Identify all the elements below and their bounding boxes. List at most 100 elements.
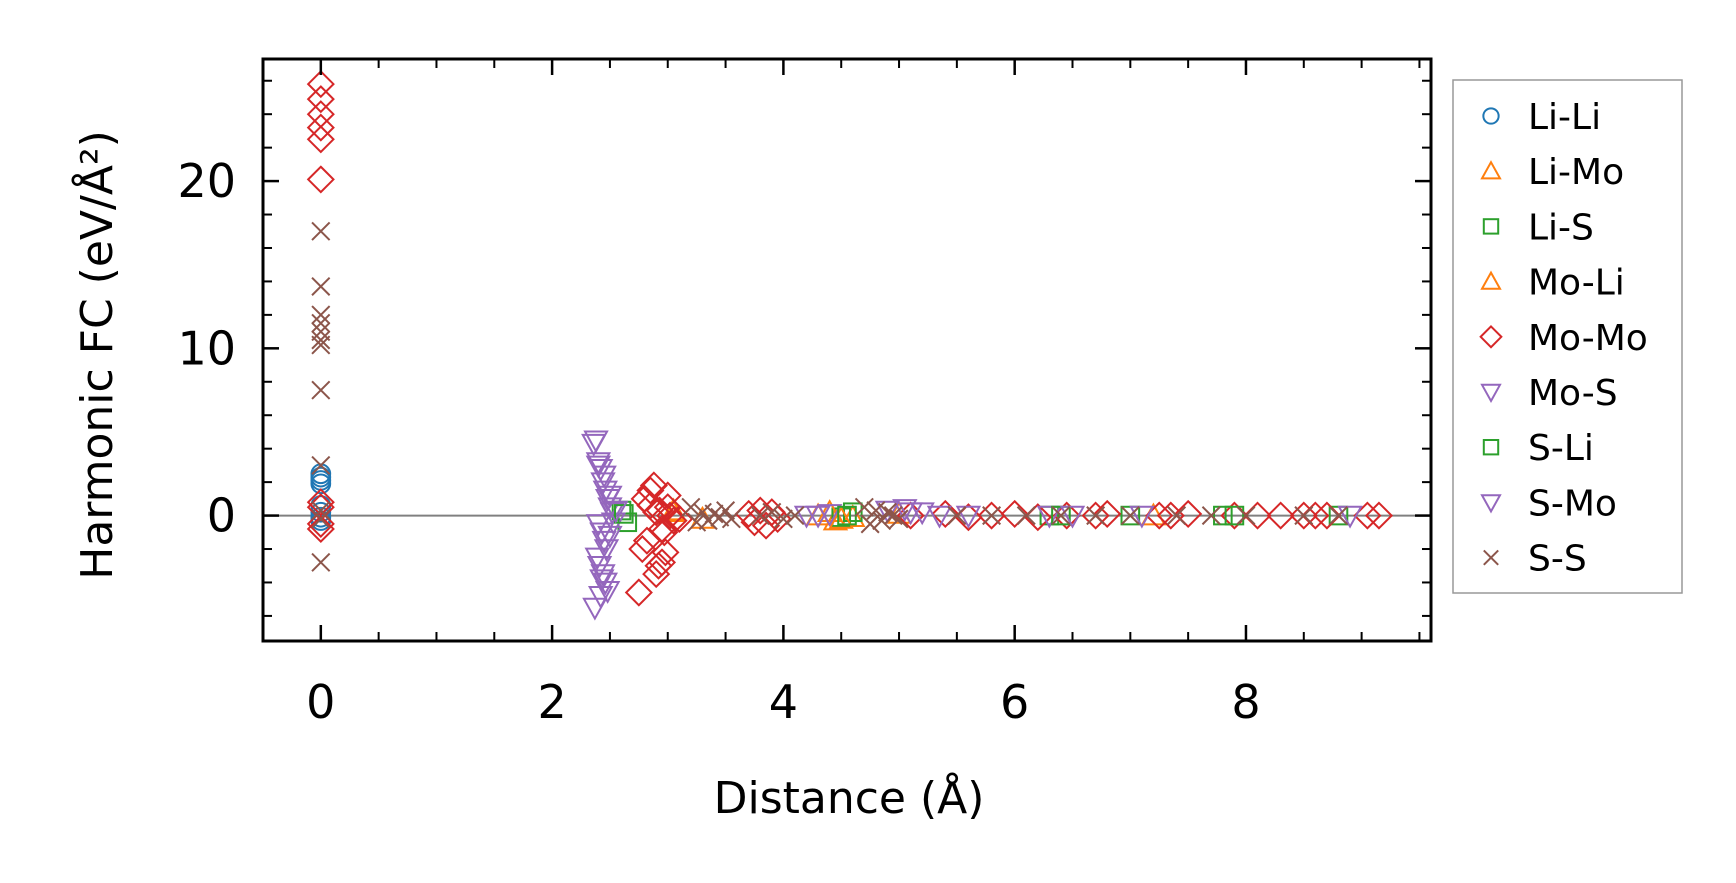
data-point <box>642 560 671 589</box>
legend-marker <box>1482 439 1500 456</box>
data-point <box>1201 506 1221 526</box>
plot-area: 0 2 4 6 8 0 10 20 <box>177 57 1433 729</box>
x-tick-label: 8 <box>1231 675 1260 729</box>
x-tick-label: 6 <box>1000 675 1029 729</box>
data-point <box>1086 506 1106 526</box>
legend-label: Li-S <box>1528 207 1594 248</box>
data-point <box>311 313 331 333</box>
legend-marker <box>1482 107 1500 125</box>
legend-marker <box>1480 494 1502 514</box>
data-point <box>645 496 674 525</box>
data-point <box>603 500 629 524</box>
series-mo-mo <box>306 70 1394 607</box>
plot-frame <box>261 57 1433 643</box>
data-point <box>584 547 610 571</box>
legend-marker <box>1482 218 1500 235</box>
data-point <box>883 506 903 526</box>
data-point <box>947 506 967 526</box>
legend-label: S-S <box>1528 539 1587 580</box>
legend-entry: S-S <box>1483 539 1587 580</box>
data-point <box>872 511 892 531</box>
data-point <box>581 433 607 457</box>
data-point <box>734 499 763 528</box>
data-point <box>624 578 653 607</box>
legend-entry: Mo-Mo <box>1479 318 1648 359</box>
data-point <box>854 497 874 517</box>
data-point <box>311 509 331 529</box>
data-point <box>306 85 335 114</box>
data-point <box>877 502 897 522</box>
data-point <box>1120 506 1140 526</box>
data-point <box>628 534 657 564</box>
data-point <box>306 125 335 154</box>
data-point <box>585 452 612 476</box>
data-point <box>1059 505 1086 529</box>
data-point <box>931 499 960 528</box>
data-point <box>306 165 335 194</box>
data-point <box>926 505 953 529</box>
data-point <box>592 572 619 596</box>
series-s-mo <box>581 433 1086 604</box>
data-point <box>591 530 617 554</box>
axis-labels: Distance (Å) Harmonic FC (eV/Å²) <box>70 130 984 824</box>
legend-entry: S-Li <box>1482 428 1594 469</box>
legend-label: Mo-Mo <box>1528 318 1648 359</box>
data-point <box>636 491 665 520</box>
data-point <box>306 488 335 517</box>
data-point <box>1289 501 1318 530</box>
series-s-s <box>311 221 1348 572</box>
data-point <box>1036 505 1063 529</box>
data-point <box>1016 506 1036 526</box>
data-point <box>866 501 886 521</box>
data-point <box>582 597 608 621</box>
data-point <box>306 70 335 99</box>
data-point <box>687 512 707 532</box>
data-point <box>704 504 724 524</box>
data-point <box>1224 505 1245 526</box>
legend-label: Li-Li <box>1528 97 1601 138</box>
data-point <box>860 514 880 534</box>
data-point <box>762 502 782 522</box>
legend-label: Li-Mo <box>1528 152 1624 193</box>
data-point <box>586 555 613 579</box>
data-point <box>773 509 793 529</box>
data-point <box>1337 505 1363 529</box>
data-point <box>310 501 332 523</box>
legend-label: Mo-Li <box>1528 263 1625 304</box>
y-tick-label: 0 <box>207 489 236 543</box>
legend-marker <box>1480 383 1502 404</box>
legend-marker <box>1479 325 1503 349</box>
data-point <box>585 514 612 537</box>
data-point <box>590 564 616 588</box>
data-point <box>1364 501 1394 530</box>
data-point <box>681 497 701 517</box>
x-tick-label: 0 <box>306 675 335 729</box>
data-point <box>889 509 909 529</box>
data-point <box>1081 501 1110 530</box>
data-point <box>311 552 331 572</box>
data-point <box>311 276 331 296</box>
x-tick-label: 4 <box>769 675 798 729</box>
legend-entry: Mo-S <box>1480 373 1618 414</box>
data-point <box>1093 499 1122 528</box>
x-axis-label: Distance (Å) <box>714 771 985 824</box>
legend: Li-Li Li-Mo Li-S Mo-Li Mo-Mo Mo-S S-Li S-Mo S-S <box>1452 79 1683 594</box>
data-point <box>656 501 685 530</box>
legend-label: S-Mo <box>1528 483 1617 524</box>
y-axis-label: Harmonic FC (eV/Å²) <box>70 130 123 580</box>
data-point <box>716 501 736 521</box>
y-tick-label: 20 <box>177 154 236 208</box>
data-point <box>1328 506 1348 526</box>
data-point <box>311 330 331 350</box>
data-point <box>589 569 615 593</box>
data-point <box>896 501 925 530</box>
legend-entry: Li-S <box>1482 207 1594 248</box>
data-point <box>982 506 1002 526</box>
data-point <box>746 496 775 525</box>
x-tick-label: 2 <box>537 675 566 729</box>
data-point <box>1174 499 1203 528</box>
data-point <box>311 455 331 475</box>
data-point <box>597 485 623 509</box>
data-point <box>589 522 615 546</box>
data-point <box>1213 505 1233 526</box>
